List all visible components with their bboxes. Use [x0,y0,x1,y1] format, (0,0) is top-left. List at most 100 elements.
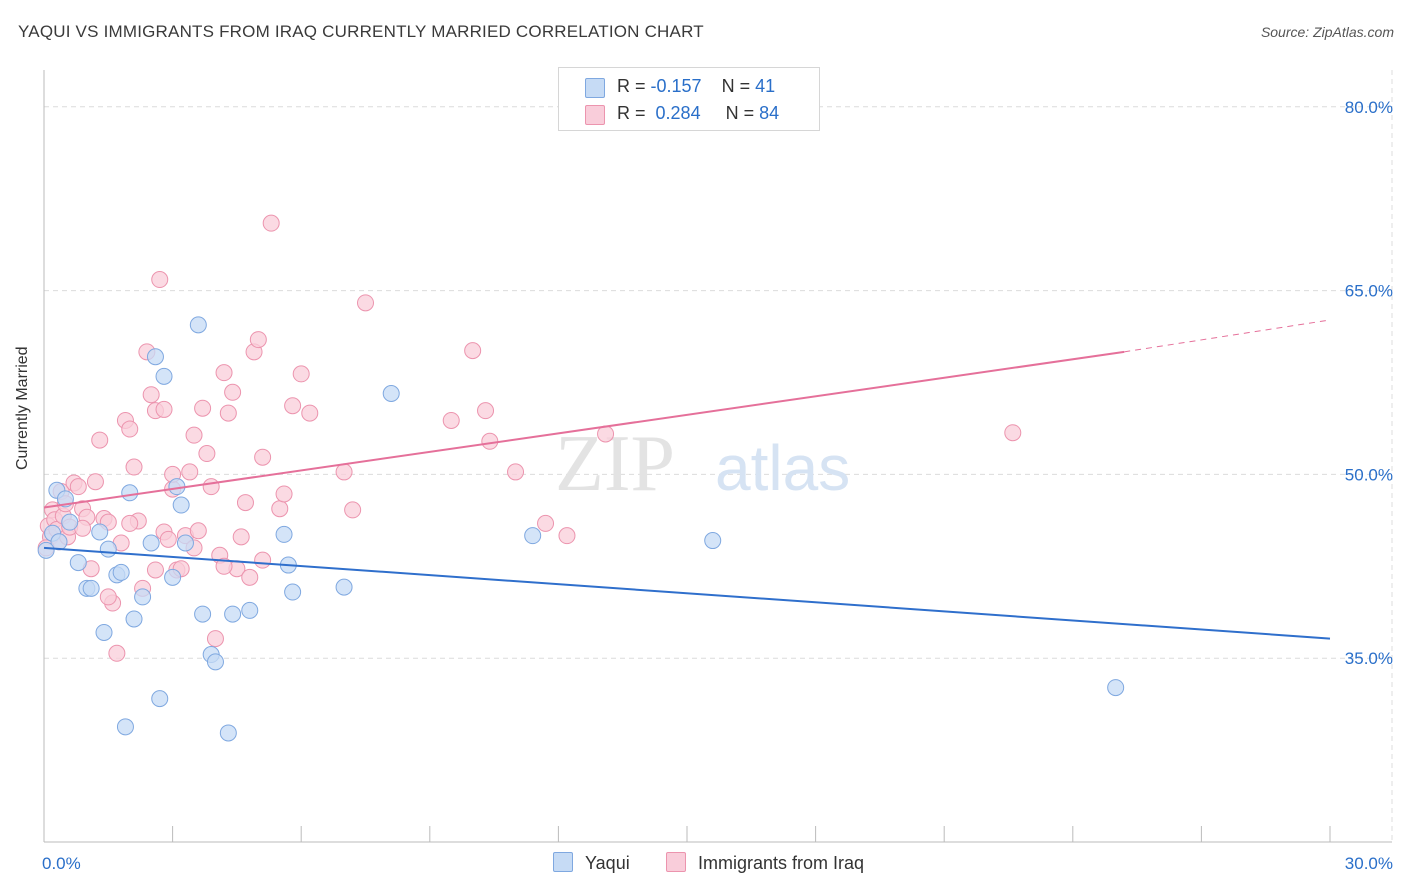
iraq-point [121,514,139,532]
yaqui-point [164,568,182,586]
iraq-point [121,420,139,438]
iraq-point [224,383,242,401]
iraq-point [198,445,216,463]
iraq-legend-swatch [666,852,686,872]
yaqui-point [125,610,143,628]
watermark: ZIP atlas [555,420,850,508]
iraq-point [219,404,237,422]
iraq-point [442,411,460,429]
trendlines [43,319,1331,640]
iraq-point [254,551,272,569]
iraq-point [155,400,173,418]
yaqui-point [91,523,109,541]
grid-lines [44,70,1393,842]
yaqui-point [335,578,353,596]
iraq-point [292,365,310,383]
series-yaqui [37,316,1125,742]
yaqui-point [69,554,87,572]
iraq-point [86,473,104,491]
yaqui-point [224,605,242,623]
watermark-atlas: atlas [715,432,850,504]
tick-labels: 35.0% 50.0% 65.0% 80.0% 0.0% 30.0% [42,98,1393,873]
watermark-zip: ZIP [555,420,675,508]
y-axis-label: Currently Married [14,346,31,470]
iraq-point [477,402,495,420]
yaqui-point [116,718,134,736]
iraq-point [249,331,267,349]
iraq-point [215,557,233,575]
n-label: N = [721,76,751,96]
correlation-legend: R = -0.157 N = 41 R = 0.284 N = 84 [558,67,820,131]
chart-title: YAQUI VS IMMIGRANTS FROM IRAQ CURRENTLY … [18,22,704,41]
iraq-point [284,397,302,415]
iraq-point [236,494,254,512]
iraq-point [194,399,212,417]
r-label: R = [617,103,646,123]
y-tick-label: 35.0% [1345,649,1393,668]
iraq-point [262,214,280,232]
iraq-swatch [585,105,605,125]
yaqui-point [524,527,542,545]
yaqui-point [704,532,722,550]
yaqui-point [284,583,302,601]
yaqui-point [172,496,190,514]
iraq-point [91,431,109,449]
iraq-point [357,294,374,312]
iraq-point [558,527,576,545]
iraq-point [1004,424,1022,442]
r-value-iraq: 0.284 [655,103,701,123]
iraq-point [202,478,220,496]
yaqui-point [382,385,400,403]
yaqui-point [155,367,173,385]
iraq-point [275,485,293,503]
iraq-trendline [43,350,1125,509]
iraq-point [537,514,555,532]
yaqui-point [146,348,164,366]
iraq-point [108,644,126,662]
yaqui-point [1107,679,1125,697]
yaqui-point [219,724,237,742]
r-value-yaqui: -0.157 [650,76,702,96]
legend-item-iraq: Immigrants from Iraq [666,852,864,874]
legend-item-yaqui: Yaqui [553,852,630,874]
iraq-point [146,561,164,579]
legend-label-yaqui: Yaqui [585,853,630,873]
iraq-point [159,530,177,548]
iraq-point [125,458,143,476]
iraq-point [344,501,362,519]
iraq-trendline-extension [1124,319,1331,353]
yaqui-swatch [585,78,605,98]
n-value-yaqui: 41 [755,76,776,96]
yaqui-point [189,316,207,334]
yaqui-point [241,601,259,619]
iraq-point [189,522,207,540]
yaqui-trendline [43,546,1331,640]
iraq-point [185,426,203,444]
iraq-point [301,404,319,422]
iraq-point [69,478,87,496]
yaqui-point [99,540,117,558]
iraq-point [271,500,289,518]
iraq-point [241,568,259,586]
source-label: Source: ZipAtlas.com [1260,24,1394,40]
legend-label-iraq: Immigrants from Iraq [698,853,865,873]
n-value-iraq: 84 [759,103,780,123]
yaqui-point [206,653,224,671]
yaqui-point [121,484,139,502]
iraq-point [142,386,160,404]
iraq-point [99,588,117,606]
y-tick-label: 65.0% [1345,282,1393,301]
iraq-point [151,271,169,289]
iraq-point [335,463,353,481]
n-label: N = [725,103,755,123]
yaqui-point [82,579,100,597]
yaqui-point [37,541,55,559]
yaqui-point [112,563,130,581]
iraq-point [232,528,250,546]
iraq-point [254,448,272,466]
yaqui-point [151,690,169,708]
yaqui-legend-swatch [553,852,573,872]
y-tick-label: 80.0% [1345,98,1393,117]
x-tick-label-max: 30.0% [1345,854,1393,873]
